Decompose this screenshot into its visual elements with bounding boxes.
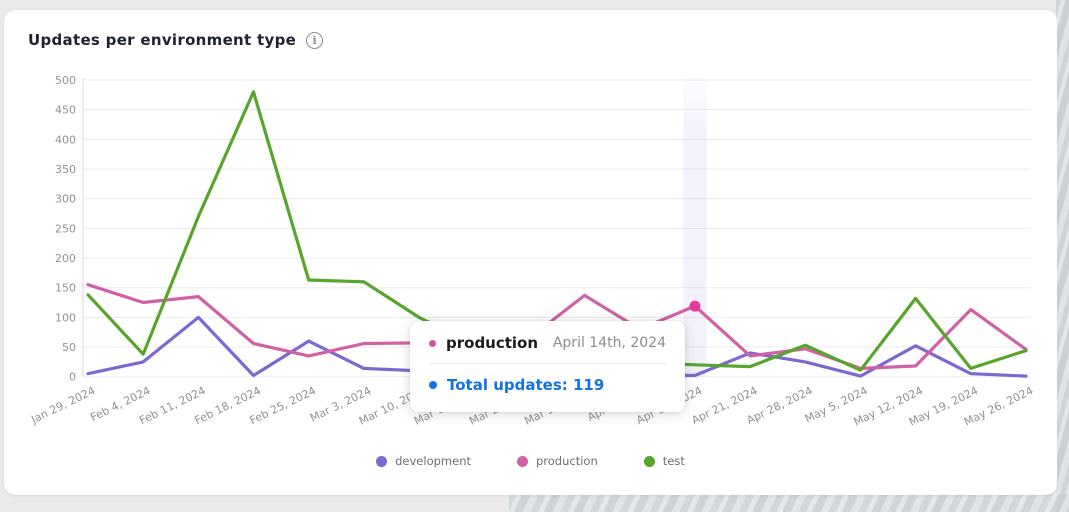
y-axis-tick-label: 450 (55, 104, 76, 117)
tooltip-date: April 14th, 2024 (552, 335, 666, 351)
y-axis-tick-label: 0 (69, 371, 76, 384)
tooltip-series-name: production (446, 334, 539, 352)
tooltip-total-row: Total updates: 119 (429, 376, 666, 394)
production-legend-dot-icon (517, 455, 528, 467)
test-legend-dot-icon (643, 455, 655, 467)
y-axis-tick-label: 150 (55, 282, 76, 295)
line-chart[interactable]: 0 50 100 150 200 250 300 350 400 450 500 Jan 29, 20… (4, 10, 1057, 495)
card-header: Updates per environment type i (28, 31, 324, 49)
y-axis-tick-label: 200 (55, 252, 76, 265)
legend-item-production[interactable]: production (517, 454, 598, 468)
updates-chart-card: Updates per environment type i 0 50 100 150… (4, 10, 1057, 495)
tooltip-series-row: production April 14th, 2024 (429, 334, 666, 352)
highlight-band (683, 78, 707, 377)
legend-label: test (662, 454, 685, 468)
y-axis-tick-label: 300 (55, 193, 76, 206)
legend-item-development[interactable]: development (376, 454, 471, 468)
tooltip-divider (429, 363, 666, 364)
total-dot-icon (429, 381, 437, 389)
y-axis-tick-label: 100 (55, 311, 76, 324)
tooltip-total: Total updates: 119 (447, 376, 605, 394)
y-axis-tick-label: 500 (55, 74, 76, 87)
chart-canvas[interactable]: 0 50 100 150 200 250 300 350 400 450 500 Jan 29, 20… (4, 10, 1057, 495)
active-point-marker (689, 300, 701, 312)
series-line-production[interactable] (86, 283, 1028, 370)
y-axis-tick-label: 350 (55, 163, 76, 176)
background-texture (1056, 0, 1069, 512)
y-axis-tick-label: 50 (62, 341, 76, 354)
y-axis-tick-label: 400 (55, 133, 76, 146)
chart-title: Updates per environment type (28, 31, 297, 49)
legend-item-test[interactable]: test (643, 454, 685, 468)
chart-tooltip: production April 14th, 2024 Total update… (410, 321, 685, 412)
x-axis-tick-label: Jan 29, 2024 (28, 384, 97, 427)
legend-label: production (536, 454, 598, 468)
background-texture (509, 494, 1069, 512)
chart-legend: development production test (4, 454, 1057, 468)
info-icon[interactable]: i (306, 31, 324, 49)
y-axis-tick-label: 250 (55, 222, 76, 235)
legend-label: development (395, 454, 471, 468)
production-dot-icon (429, 339, 436, 347)
development-legend-dot-icon (376, 455, 388, 467)
